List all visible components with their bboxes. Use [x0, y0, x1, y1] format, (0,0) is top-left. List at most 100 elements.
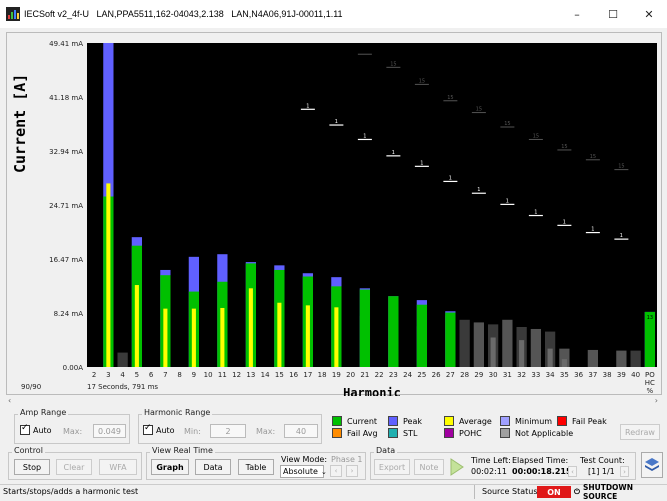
export-button[interactable]: Export [374, 459, 410, 475]
shutdown-label: SHUTDOWN SOURCE [582, 483, 633, 501]
play-icon[interactable] [449, 458, 465, 476]
prev-arrow-icon: ‹ [334, 467, 338, 475]
x-tick-label: 9 [192, 371, 196, 379]
scroll-left-icon[interactable]: ‹ [8, 396, 12, 405]
legend-item-average: Average [444, 416, 492, 426]
average-bar [248, 288, 253, 367]
limit-label: 1 [620, 233, 623, 239]
x-tick-label: 13 [246, 371, 255, 379]
legend-item-not-applicable: Not Applicable [500, 428, 573, 438]
legend-swatch [500, 428, 510, 438]
current-bar [416, 304, 428, 367]
legend-swatch [444, 428, 454, 438]
harmonic-min-field[interactable]: 2 [210, 424, 246, 438]
legend-item-minimum: Minimum [500, 416, 552, 426]
minimize-button[interactable]: – [574, 7, 580, 21]
clear-button[interactable]: Clear [56, 459, 92, 475]
na-bar [559, 348, 570, 367]
phase-label: Phase 1 [331, 455, 363, 464]
po-hc-axis-label: PO [645, 371, 655, 379]
elapsed-label: Elapsed Time: [512, 456, 569, 465]
na-bar [117, 352, 128, 367]
legend-item-current: Current [332, 416, 377, 426]
x-tick-label: 7 [163, 371, 167, 379]
time-left-value: 00:02:11 [471, 467, 507, 476]
dim-limit-label: 15 [590, 154, 596, 160]
limit-label: 1 [563, 219, 566, 225]
harmonic-auto-label: Auto [156, 425, 175, 435]
dim-limit-label: 15 [504, 121, 510, 127]
source-status-value: ON [547, 487, 561, 497]
harmonic-chart: 0.00A 8.24 mA 16.47 mA 24.71 mA 32.94 mA 41.1… [21, 40, 657, 396]
average-bar [334, 307, 339, 367]
legend-label: Peak [403, 416, 422, 426]
x-tick-label: 32 [517, 371, 526, 379]
limit-label: 1 [591, 227, 594, 233]
harmonic-auto-checkbox[interactable]: Auto [143, 423, 175, 435]
legend-item-stl: STL [388, 428, 417, 438]
maximize-button[interactable]: ☐ [608, 7, 618, 21]
table-button[interactable]: Table [238, 459, 274, 475]
wfa-button[interactable]: WFA [99, 459, 137, 475]
na-bar [502, 319, 513, 367]
legend-item-peak: Peak [388, 416, 422, 426]
legend-swatch [557, 416, 567, 426]
x-tick-label: 15 [275, 371, 284, 379]
dim-limit-label: 15 [533, 133, 539, 139]
shutdown-source-button[interactable]: ⏻ SHUTDOWN SOURCE [574, 483, 666, 501]
legend-label: POHC [459, 428, 482, 438]
view-mode-label: View Mode: [281, 455, 328, 464]
legend-label: Fail Avg [347, 428, 378, 438]
average-bar [106, 183, 111, 367]
legend-label: Fail Peak [572, 416, 607, 426]
harmonic-max-field[interactable]: 40 [284, 424, 318, 438]
y-tick-label: 0.00A [63, 364, 84, 372]
graph-button[interactable]: Graph [151, 459, 189, 475]
dim-limit-label: 15 [419, 78, 425, 84]
y-tick-label: 41.18 mA [49, 94, 83, 102]
amp-range-title: Amp Range [18, 408, 69, 417]
amp-range-group [14, 414, 130, 444]
x-tick-label: 11 [218, 371, 227, 379]
stop-button[interactable]: Stop [14, 459, 50, 475]
window-title: IECSoft v2_4f-U LAN,PPA5511,162-04043,2.… [24, 9, 343, 19]
harmonic-auto-check-icon[interactable] [143, 423, 153, 435]
chart-scrollbar[interactable]: ‹ › [6, 396, 662, 407]
amp-auto-check-icon[interactable] [20, 423, 30, 435]
x-tick-label: 18 [318, 371, 327, 379]
count-prev-icon: ‹ [571, 467, 574, 476]
amp-max-field[interactable]: 0.049 [93, 424, 126, 438]
layers-icon[interactable] [641, 452, 663, 478]
current-bar [445, 312, 456, 367]
x-tick-label: 17 [303, 371, 312, 379]
x-tick-label: 29 [474, 371, 483, 379]
close-button[interactable]: ✕ [644, 7, 654, 21]
po-hc-axis-label: HC [645, 379, 655, 387]
x-tick-label: 36 [574, 371, 583, 379]
x-tick-label: 21 [360, 371, 369, 379]
view-group [146, 452, 366, 480]
minimum-bar [561, 359, 567, 367]
data-button[interactable]: Data [195, 459, 231, 475]
x-tick-label: 4 [120, 371, 125, 379]
na-bar [530, 328, 542, 367]
count-prev-button[interactable]: ‹ [568, 466, 577, 477]
phase-next-button[interactable]: › [346, 465, 358, 477]
count-next-icon: › [623, 467, 626, 476]
x-tick-label: 24 [403, 371, 412, 379]
note-button[interactable]: Note [414, 459, 444, 475]
legend-swatch [444, 416, 454, 426]
harmonic-min-label: Min: [184, 427, 201, 436]
view-mode-select[interactable]: Absolute ⌄ [280, 465, 327, 478]
amp-auto-checkbox[interactable]: Auto [20, 423, 52, 435]
scroll-right-icon[interactable]: › [654, 396, 658, 405]
x-tick-label: 14 [261, 371, 270, 379]
x-tick-label: 39 [617, 371, 626, 379]
x-tick-label: 8 [177, 371, 181, 379]
status-bar: Starts/stops/adds a harmonic test Source… [0, 483, 667, 501]
phase-prev-button[interactable]: ‹ [330, 465, 342, 477]
redraw-button[interactable]: Redraw [620, 424, 660, 440]
legend-swatch [500, 416, 510, 426]
count-next-button[interactable]: › [620, 466, 629, 477]
control-title: Control [12, 446, 45, 455]
